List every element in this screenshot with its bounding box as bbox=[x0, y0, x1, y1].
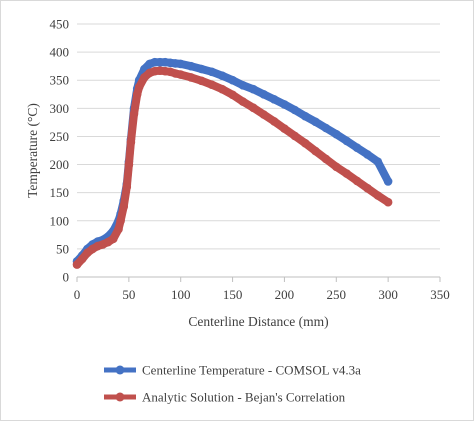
series-line bbox=[73, 66, 393, 269]
data-point bbox=[311, 117, 320, 127]
data-point bbox=[321, 154, 331, 164]
y-tick-label: 100 bbox=[50, 213, 70, 228]
legend-marker-comsol bbox=[115, 365, 125, 375]
data-point bbox=[342, 136, 352, 146]
data-point bbox=[186, 61, 196, 71]
x-tick-label: 200 bbox=[275, 287, 295, 302]
x-tick-label: 250 bbox=[327, 287, 347, 302]
x-tick-label: 150 bbox=[223, 287, 243, 302]
data-point bbox=[134, 82, 144, 92]
y-axis-title: Temperature (°C) bbox=[25, 103, 40, 198]
data-point bbox=[217, 71, 227, 80]
legend: Centerline Temperature - COMSOL v4.3a An… bbox=[104, 363, 361, 405]
data-point bbox=[126, 137, 136, 147]
x-tick-label: 50 bbox=[122, 287, 135, 302]
data-point bbox=[207, 67, 217, 77]
series-comsol bbox=[72, 57, 393, 266]
data-point bbox=[122, 182, 132, 192]
legend-label-comsol: Centerline Temperature - COMSOL v4.3a bbox=[142, 363, 361, 378]
data-point bbox=[176, 70, 185, 79]
y-tick-label: 50 bbox=[56, 241, 69, 256]
data-point bbox=[249, 84, 258, 94]
data-point bbox=[269, 117, 279, 126]
legend-label-analytic: Analytic Solution - Bejan's Correlation bbox=[142, 390, 346, 405]
data-point bbox=[132, 90, 142, 99]
data-point bbox=[124, 160, 134, 169]
axes bbox=[76, 276, 441, 282]
y-tick-label: 200 bbox=[50, 157, 70, 172]
data-point bbox=[280, 124, 289, 133]
data-point bbox=[119, 202, 128, 211]
data-point bbox=[383, 197, 393, 207]
y-tick-label: 250 bbox=[50, 129, 70, 144]
data-point bbox=[207, 80, 217, 89]
data-point bbox=[332, 162, 341, 172]
data-point bbox=[186, 73, 196, 82]
data-point bbox=[290, 131, 300, 141]
data-point bbox=[228, 75, 237, 85]
series-group bbox=[72, 57, 393, 269]
data-point bbox=[363, 183, 372, 193]
data-point bbox=[238, 97, 248, 106]
data-point bbox=[352, 143, 362, 152]
data-point bbox=[311, 146, 320, 156]
data-point bbox=[332, 129, 341, 139]
data-point bbox=[373, 191, 383, 200]
data-point bbox=[129, 109, 139, 119]
data-point bbox=[197, 76, 206, 86]
data-point bbox=[269, 95, 279, 104]
data-point bbox=[290, 105, 300, 115]
data-point bbox=[238, 81, 248, 90]
data-point bbox=[300, 111, 310, 121]
data-point bbox=[176, 59, 185, 69]
data-point bbox=[197, 64, 206, 74]
data-point bbox=[217, 84, 227, 94]
data-point bbox=[109, 234, 118, 244]
data-point bbox=[321, 123, 331, 133]
legend-marker-analytic bbox=[115, 392, 125, 402]
series-analytic bbox=[72, 66, 393, 269]
y-tick-label: 400 bbox=[50, 45, 70, 60]
data-point bbox=[249, 103, 258, 113]
y-tick-label: 450 bbox=[50, 17, 70, 32]
data-point bbox=[280, 100, 289, 109]
x-axis-title: Centerline Distance (mm) bbox=[188, 314, 328, 329]
data-point bbox=[342, 169, 352, 178]
data-point bbox=[259, 110, 269, 119]
y-tick-label: 0 bbox=[63, 270, 70, 285]
tick-labels: 0 50 100 150 200 250 300 350 400 450 0 50 100 150 200 2… bbox=[50, 17, 450, 303]
data-point bbox=[300, 138, 310, 148]
data-point bbox=[363, 150, 372, 159]
data-point bbox=[77, 254, 87, 264]
data-point bbox=[114, 224, 123, 234]
x-tick-label: 300 bbox=[378, 287, 398, 302]
data-point bbox=[228, 90, 237, 100]
data-point bbox=[383, 177, 393, 186]
x-tick-label: 0 bbox=[74, 287, 81, 302]
data-point bbox=[116, 216, 125, 226]
data-point bbox=[373, 157, 383, 166]
data-point bbox=[352, 176, 362, 186]
y-tick-label: 300 bbox=[50, 101, 70, 116]
y-tick-label: 350 bbox=[50, 73, 70, 88]
x-tick-label: 350 bbox=[430, 287, 450, 302]
x-tick-label: 100 bbox=[171, 287, 191, 302]
data-point bbox=[72, 260, 82, 269]
y-tick-label: 150 bbox=[50, 185, 70, 200]
data-point bbox=[259, 90, 269, 99]
